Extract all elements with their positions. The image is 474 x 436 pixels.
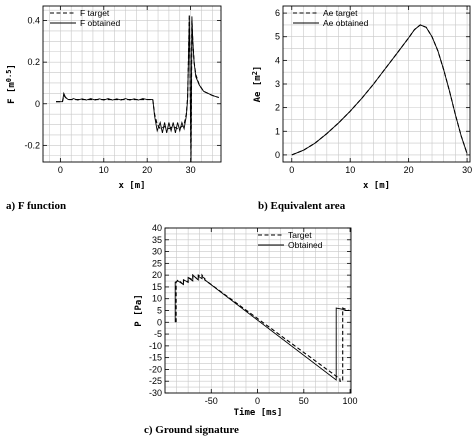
chart-a-y-tick-label: -0.2 — [24, 140, 40, 150]
chart-b-x-tick-label: 30 — [462, 165, 472, 175]
chart-c-y-tick-label: 20 — [152, 270, 162, 280]
chart-a-y-axis-label: F [m0.5] — [5, 64, 17, 104]
chart-c-x-tick-label: 0 — [255, 396, 260, 406]
chart-a-x-tick-label: 10 — [99, 165, 109, 175]
panel-a-f-function: 0 10 20 30 -0.2 0 0.2 0.4 x [m] F [m0.5] F targetF… — [5, 5, 222, 191]
chart-a-series-target-line — [56, 14, 219, 160]
chart-c-y-tick-label: 40 — [152, 223, 162, 233]
chart-b-y-tick-label: 1 — [275, 126, 280, 136]
chart-b-y-tick-label: 6 — [275, 8, 280, 18]
chart-b-x-tick-label: 0 — [289, 165, 294, 175]
chart-b-x-tick-label: 20 — [404, 165, 414, 175]
chart-c-y-tick-label: 5 — [157, 306, 162, 316]
chart-a-y-tick-label: 0 — [35, 99, 40, 109]
chart-b-y-axis-label: Ae [m2] — [251, 66, 263, 103]
chart-a-x-axis-label: x [m] — [118, 181, 145, 191]
chart-c-y-tick-label: 25 — [152, 258, 162, 268]
chart-c-y-tick-label: -5 — [154, 329, 162, 339]
chart-a-plot-frame — [42, 5, 222, 163]
chart-a-legend-label: F obtained — [80, 18, 120, 28]
chart-a-x-tick-label: 20 — [142, 165, 152, 175]
chart-b-series-target-line — [291, 24, 468, 156]
chart-b-y-tick-label: 3 — [275, 79, 280, 89]
chart-b-x-axis-label: x [m] — [363, 181, 390, 191]
chart-b-y-tick-label: 4 — [275, 55, 280, 65]
chart-c-legend-label: Obtained — [288, 240, 323, 250]
panel-c-ground-signature: -50 0 50 100-30-25-20-15-10-505101520253035… — [134, 223, 358, 418]
chart-b-legend-label: Ae target — [323, 8, 358, 18]
chart-c-y-tick-label: -30 — [149, 388, 162, 398]
chart-b-y-tick-label: 5 — [275, 32, 280, 42]
chart-c-x-axis-label: Time [ms] — [234, 407, 283, 418]
chart-c-y-tick-label: -20 — [149, 364, 162, 374]
chart-a-x-tick-label: 0 — [58, 165, 63, 175]
chart-b-x-tick-label: 10 — [345, 165, 355, 175]
chart-c-y-tick-label: 10 — [152, 294, 162, 304]
caption-c: c) Ground signature — [144, 424, 239, 436]
chart-c-y-tick-label: 35 — [152, 235, 162, 245]
chart-c-y-tick-label: -15 — [149, 353, 162, 363]
chart-b-y-tick-label: 2 — [275, 103, 280, 113]
chart-a-legend-label: F target — [80, 8, 110, 18]
chart-c-y-tick-label: 15 — [152, 282, 162, 292]
chart-b-y-tick-label: 0 — [275, 150, 280, 160]
chart-c-y-tick-label: -25 — [149, 376, 162, 386]
caption-a: a) F function — [6, 200, 66, 212]
chart-a-x-tick-label: 30 — [186, 165, 196, 175]
caption-b: b) Equivalent area — [258, 200, 346, 212]
chart-c-x-tick-label: 100 — [343, 396, 358, 406]
chart-c-y-tick-label: 30 — [152, 247, 162, 257]
chart-c-series-obtained-line — [174, 274, 350, 381]
chart-b-series-obtained-line — [291, 24, 468, 156]
chart-b-legend-label: Ae obtained — [323, 18, 369, 28]
chart-c-series-target-line — [175, 273, 350, 382]
chart-c-y-tick-label: 0 — [157, 317, 162, 327]
chart-c-y-tick-label: -10 — [149, 341, 162, 351]
chart-c-x-tick-label: -50 — [205, 396, 218, 406]
chart-c-x-tick-label: 50 — [299, 396, 309, 406]
chart-a-y-tick-label: 0.4 — [27, 16, 40, 26]
chart-a-y-tick-label: 0.2 — [27, 57, 40, 67]
chart-a-series-obtained-line — [56, 16, 219, 163]
chart-c-legend-label: Target — [288, 230, 312, 240]
chart-c-y-axis-label: P [Pa] — [134, 294, 144, 327]
